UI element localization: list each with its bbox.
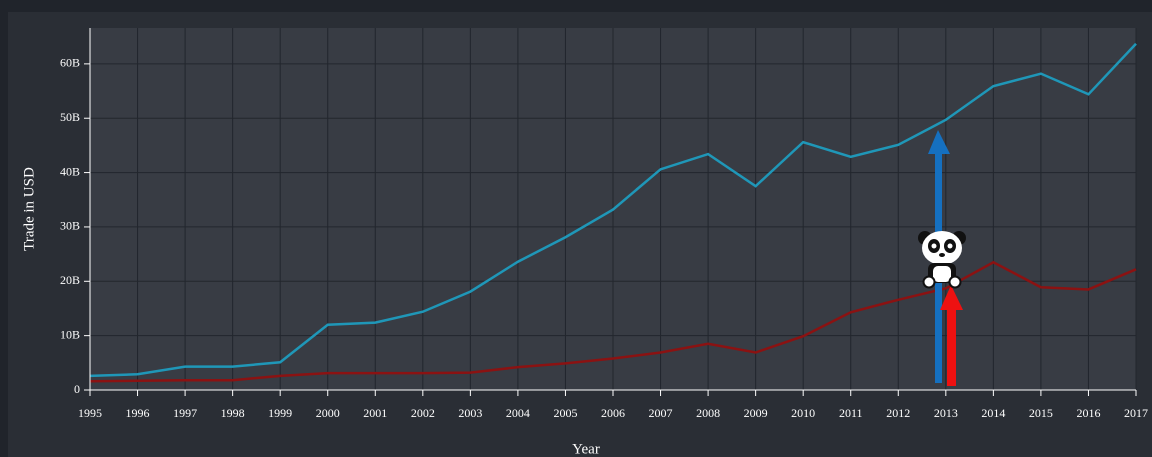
x-tick-label: 2004 — [506, 406, 530, 420]
x-tick-label: 1996 — [126, 406, 150, 420]
y-tick-label: 10B — [60, 327, 80, 341]
x-tick-label: 2015 — [1029, 406, 1053, 420]
x-tick-label: 2010 — [791, 406, 815, 420]
lines — [89, 42, 1137, 383]
x-tick-label: 2013 — [934, 406, 958, 420]
x-tick-label: 2014 — [981, 406, 1005, 420]
red-arrow — [940, 285, 963, 386]
x-tick-label: 2017 — [1124, 406, 1148, 420]
x-tick-label: 1995 — [78, 406, 102, 420]
x-tick-label: 2002 — [411, 406, 435, 420]
x-tick-label: 2012 — [886, 406, 910, 420]
y-axis-label: Trade in USD — [21, 167, 37, 251]
y-tick-label: 60B — [60, 56, 80, 70]
x-tick-label: 2005 — [553, 406, 577, 420]
y-tick-label: 20B — [60, 273, 80, 287]
x-axis-label: Year — [572, 441, 600, 457]
y-tick-label: 30B — [60, 219, 80, 233]
x-tick-label: 2003 — [458, 406, 482, 420]
x-tick-label: 2016 — [1076, 406, 1100, 420]
x-tick-label: 2006 — [601, 406, 625, 420]
x-tick-label: 1999 — [268, 406, 292, 420]
x-tick-label: 2009 — [744, 406, 768, 420]
x-tick-label: 2008 — [696, 406, 720, 420]
x-tick-label: 2000 — [316, 406, 340, 420]
x-tick-label: 2011 — [839, 406, 863, 420]
x-tick-label: 2007 — [649, 406, 673, 420]
x-tick-label: 1998 — [221, 406, 245, 420]
series-line — [89, 260, 1137, 383]
y-tick-label: 0 — [74, 382, 80, 396]
x-tick-label: 1997 — [173, 406, 197, 420]
x-tick-label: 2001 — [363, 406, 387, 420]
panda-icon — [918, 231, 966, 289]
y-tick-label: 50B — [60, 110, 80, 124]
y-tick-label: 40B — [60, 164, 80, 178]
series-line — [89, 42, 1137, 378]
